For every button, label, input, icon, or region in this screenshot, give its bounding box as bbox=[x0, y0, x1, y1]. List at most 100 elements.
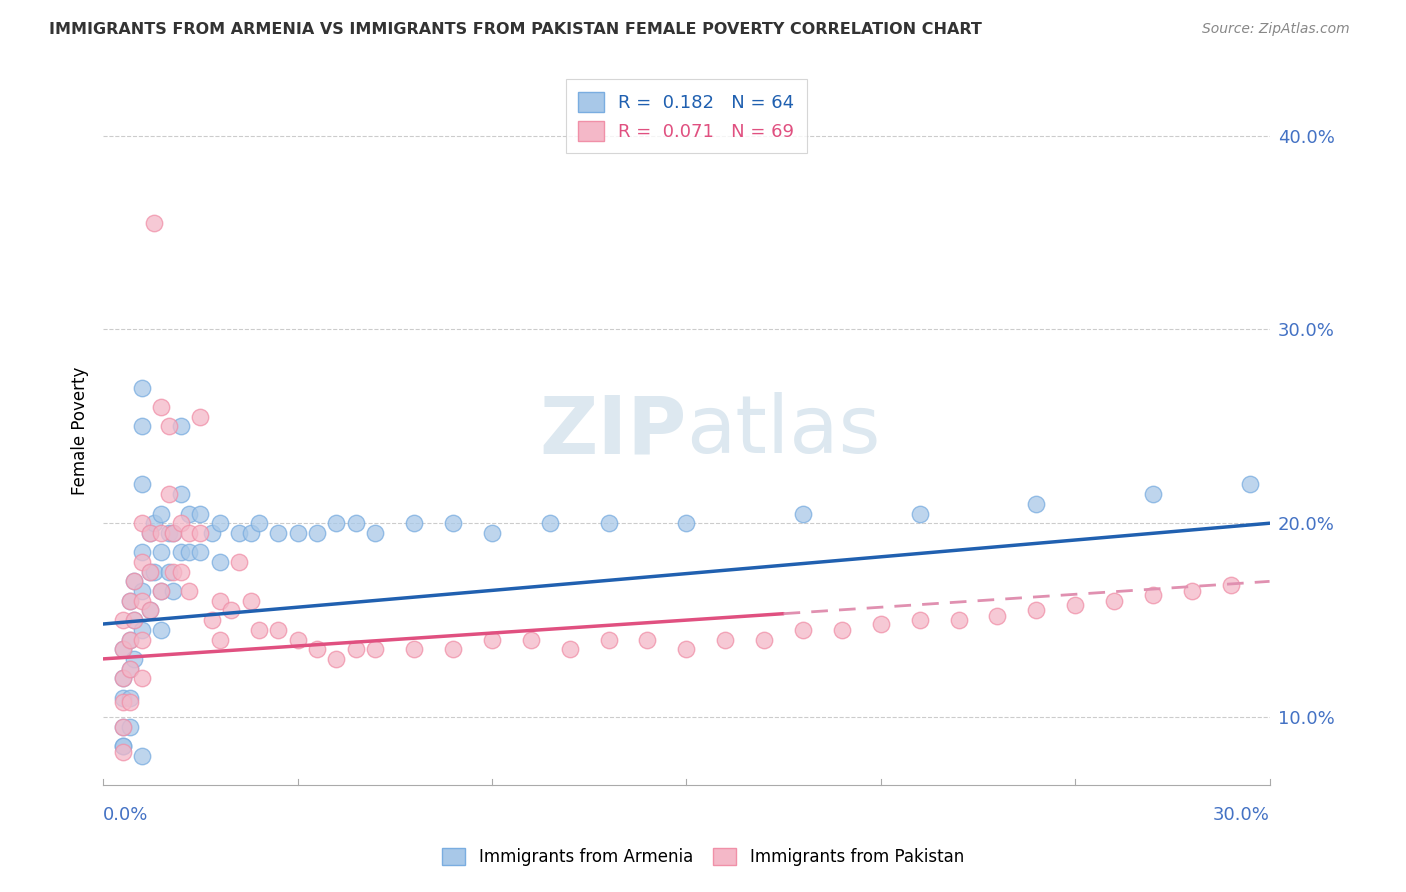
Point bbox=[111, 739, 134, 753]
Point bbox=[177, 584, 200, 599]
Point bbox=[239, 525, 262, 540]
Point bbox=[441, 642, 464, 657]
Point bbox=[558, 642, 581, 657]
Point bbox=[111, 720, 134, 734]
Point bbox=[139, 565, 162, 579]
Point bbox=[150, 623, 173, 637]
Point bbox=[831, 623, 853, 637]
Point bbox=[111, 694, 134, 708]
Point bbox=[1025, 497, 1047, 511]
Point bbox=[131, 623, 153, 637]
Point bbox=[131, 419, 153, 434]
Point bbox=[675, 642, 697, 657]
Point bbox=[111, 671, 134, 685]
Point bbox=[120, 632, 142, 647]
Point bbox=[287, 525, 309, 540]
Point bbox=[908, 507, 931, 521]
Point bbox=[1142, 588, 1164, 602]
Point bbox=[325, 516, 347, 531]
Point bbox=[131, 380, 153, 394]
Point bbox=[520, 632, 543, 647]
Point bbox=[344, 516, 367, 531]
Text: 0.0%: 0.0% bbox=[103, 806, 149, 824]
Point bbox=[111, 690, 134, 705]
Point bbox=[228, 555, 250, 569]
Point bbox=[120, 593, 142, 607]
Point bbox=[869, 617, 891, 632]
Point bbox=[131, 593, 153, 607]
Point bbox=[139, 525, 162, 540]
Point bbox=[157, 565, 180, 579]
Point bbox=[201, 613, 224, 627]
Point bbox=[752, 632, 775, 647]
Point bbox=[150, 525, 173, 540]
Point bbox=[131, 516, 153, 531]
Point bbox=[122, 574, 145, 589]
Point bbox=[305, 525, 328, 540]
Point bbox=[228, 525, 250, 540]
Point bbox=[1239, 477, 1261, 491]
Point bbox=[344, 642, 367, 657]
Point bbox=[1142, 487, 1164, 501]
Point bbox=[139, 603, 162, 617]
Point bbox=[111, 739, 134, 753]
Point bbox=[325, 652, 347, 666]
Point bbox=[404, 642, 426, 657]
Point bbox=[305, 642, 328, 657]
Point bbox=[481, 632, 503, 647]
Point bbox=[131, 748, 153, 763]
Point bbox=[188, 507, 211, 521]
Point bbox=[481, 525, 503, 540]
Point bbox=[170, 545, 193, 559]
Point bbox=[150, 545, 173, 559]
Point bbox=[162, 525, 184, 540]
Point bbox=[111, 745, 134, 759]
Point bbox=[267, 623, 290, 637]
Point bbox=[170, 516, 193, 531]
Point bbox=[150, 584, 173, 599]
Point bbox=[188, 409, 211, 424]
Text: ZIP: ZIP bbox=[538, 392, 686, 470]
Point bbox=[267, 525, 290, 540]
Point bbox=[131, 545, 153, 559]
Text: atlas: atlas bbox=[686, 392, 880, 470]
Point bbox=[364, 642, 387, 657]
Point bbox=[131, 632, 153, 647]
Point bbox=[157, 419, 180, 434]
Point bbox=[111, 642, 134, 657]
Point bbox=[162, 565, 184, 579]
Point bbox=[239, 593, 262, 607]
Point bbox=[120, 690, 142, 705]
Point bbox=[139, 565, 162, 579]
Point bbox=[157, 525, 180, 540]
Point bbox=[142, 565, 165, 579]
Point bbox=[142, 216, 165, 230]
Point bbox=[1219, 578, 1241, 592]
Point bbox=[177, 525, 200, 540]
Point bbox=[1025, 603, 1047, 617]
Point bbox=[364, 525, 387, 540]
Point bbox=[287, 632, 309, 647]
Point bbox=[150, 507, 173, 521]
Point bbox=[247, 623, 270, 637]
Point bbox=[157, 487, 180, 501]
Point bbox=[538, 516, 561, 531]
Point bbox=[170, 487, 193, 501]
Point bbox=[131, 671, 153, 685]
Point bbox=[120, 662, 142, 676]
Point bbox=[122, 574, 145, 589]
Point bbox=[120, 720, 142, 734]
Point bbox=[170, 565, 193, 579]
Point bbox=[208, 632, 231, 647]
Point bbox=[177, 507, 200, 521]
Point bbox=[201, 525, 224, 540]
Point bbox=[208, 593, 231, 607]
Point bbox=[1102, 593, 1125, 607]
Point bbox=[111, 642, 134, 657]
Point bbox=[122, 613, 145, 627]
Point bbox=[131, 477, 153, 491]
Y-axis label: Female Poverty: Female Poverty bbox=[72, 367, 89, 495]
Point bbox=[111, 613, 134, 627]
Point bbox=[404, 516, 426, 531]
Point bbox=[675, 516, 697, 531]
